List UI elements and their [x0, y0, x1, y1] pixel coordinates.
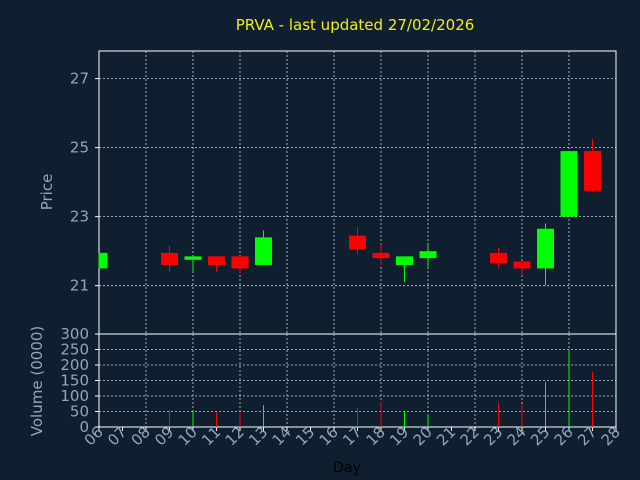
candle-body	[513, 261, 531, 269]
price-tick-label: 23	[70, 208, 89, 226]
volume-tick-label: 50	[70, 403, 89, 421]
volume-tick-label: 250	[60, 341, 89, 359]
volume-tick-label: 0	[79, 418, 89, 436]
candle-body	[208, 256, 225, 265]
candle-body	[184, 256, 202, 260]
price-tick-label: 27	[70, 70, 89, 88]
candle-body	[372, 252, 390, 259]
price-axis-label: Price	[38, 174, 56, 211]
volume-axis-label: Volume (0000)	[28, 326, 46, 436]
volume-tick-label: 150	[60, 372, 89, 390]
candle-body	[231, 256, 249, 269]
candle-body	[396, 256, 413, 265]
price-tick-label: 21	[70, 277, 89, 295]
candle-body	[349, 235, 366, 250]
chart-title: PRVA - last updated 27/02/2026	[236, 16, 475, 34]
candle-body	[537, 228, 554, 269]
volume-tick-label: 200	[60, 356, 89, 374]
price-panel: 21 23 25 27	[70, 50, 617, 335]
candle-body	[255, 237, 272, 265]
candle-body	[161, 252, 178, 265]
candle-body	[584, 151, 601, 191]
x-axis-label: Day	[333, 460, 361, 476]
candle-body	[99, 252, 108, 269]
price-tick-label: 25	[70, 139, 89, 157]
price-plot-frame	[98, 50, 617, 335]
candle-body	[490, 252, 507, 264]
volume-tick-label: 100	[60, 387, 89, 405]
candle-body	[419, 251, 437, 259]
candle-body	[560, 151, 578, 217]
volume-tick-label: 300	[60, 325, 89, 343]
x-axis: 0607080910111213141516171819202122232425…	[81, 423, 624, 449]
